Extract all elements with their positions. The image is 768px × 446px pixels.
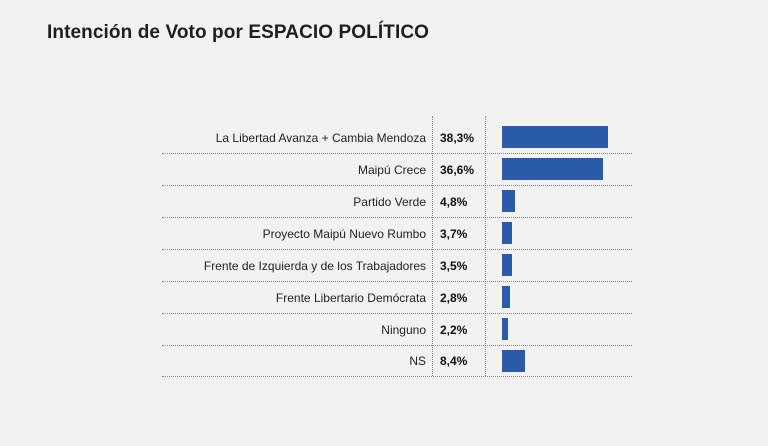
value-label: 2,8% [440, 290, 468, 305]
chart-row: Ninguno 2,2% [162, 314, 632, 346]
category-label: Ninguno [381, 322, 426, 337]
bar [502, 286, 510, 308]
bar-chart: La Libertad Avanza + Cambia Mendoza 38,3%… [162, 122, 632, 377]
category-label: Frente Libertario Demócrata [275, 290, 426, 305]
bar [502, 222, 512, 244]
chart-row: Frente Libertario Demócrata 2,8% [162, 282, 632, 314]
chart-row: Proyecto Maipú Nuevo Rumbo 3,7% [162, 218, 632, 250]
value-label: 38,3% [440, 130, 475, 145]
category-label: NS [409, 354, 426, 368]
value-label: 3,5% [440, 258, 468, 273]
value-label: 3,7% [440, 226, 468, 241]
bar [502, 190, 515, 212]
bar [502, 254, 512, 276]
bar [502, 350, 525, 372]
chart-row: Frente de Izquierda y de los Trabajadore… [162, 250, 632, 282]
category-label: Maipú Crece [357, 162, 426, 177]
chart-row: Maipú Crece 36,6% [162, 154, 632, 186]
category-label: Frente de Izquierda y de los Trabajadore… [203, 258, 426, 273]
bar [502, 126, 608, 148]
chart-row: Partido Verde 4,8% [162, 186, 632, 218]
category-label: Proyecto Maipú Nuevo Rumbo [262, 226, 426, 241]
category-label: La Libertad Avanza + Cambia Mendoza [215, 130, 426, 145]
value-label: 4,8% [440, 194, 468, 209]
chart-row: La Libertad Avanza + Cambia Mendoza 38,3% [162, 122, 632, 154]
value-label: 8,4% [440, 354, 468, 368]
chart-title: Intención de Voto por ESPACIO POLÍTICO [47, 22, 430, 43]
bar [502, 318, 508, 340]
chart-row: NS 8,4% [162, 346, 632, 377]
value-label: 2,2% [440, 322, 468, 337]
divider-value-bar [485, 116, 486, 376]
value-label: 36,6% [440, 162, 475, 177]
category-label: Partido Verde [353, 194, 426, 209]
divider-label-value [432, 116, 433, 376]
bar [502, 158, 603, 180]
